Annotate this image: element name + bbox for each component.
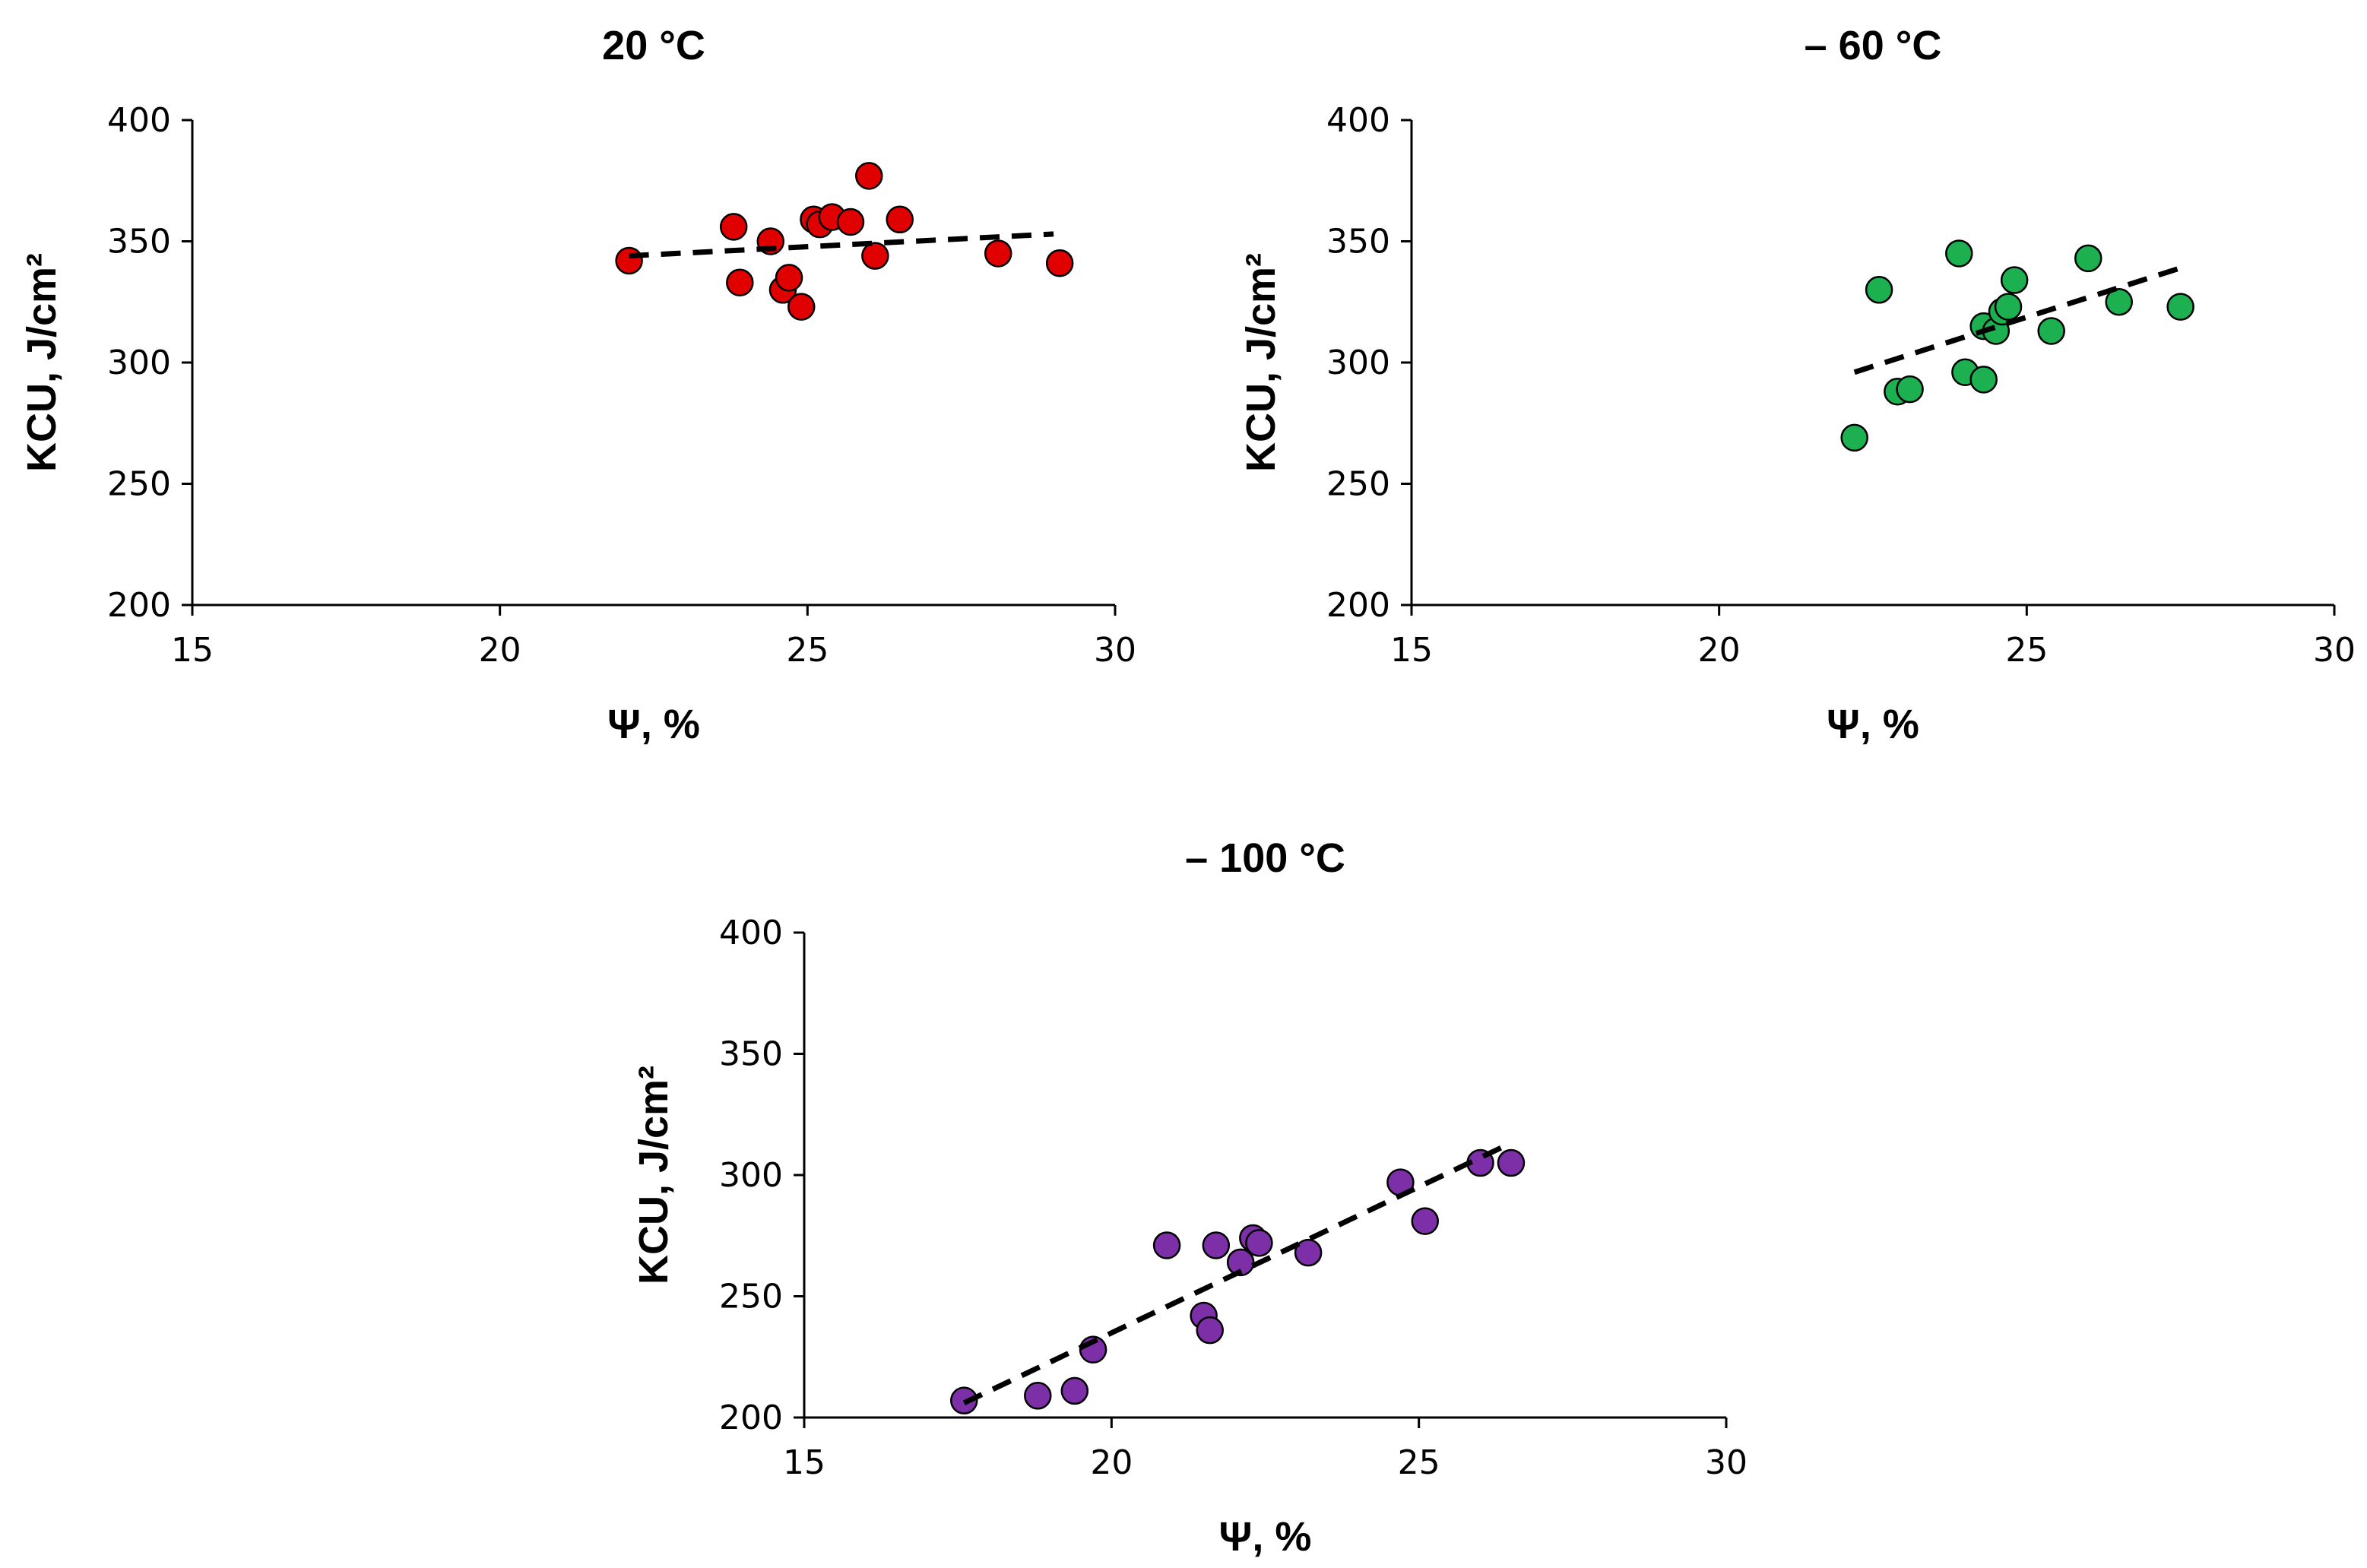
data-point [1896, 375, 1924, 404]
y-tick-label: 350 [1326, 223, 1390, 261]
y-axis-title: KCU, J/cm² [631, 1066, 677, 1284]
data-point [886, 205, 914, 234]
x-tick-label: 20 [479, 631, 521, 670]
chart-title: – 100 °C [1185, 835, 1345, 881]
data-point [1226, 1248, 1255, 1277]
panel-20c: 20 °C 200 250 300 350 400 15 20 25 30 Ψ, % KCU, J/c… [19, 23, 1136, 747]
y-tick-label: 400 [1326, 101, 1390, 140]
x-tick-label: 25 [786, 631, 829, 670]
y-tick-label: 400 [107, 101, 171, 140]
trendline [629, 231, 1054, 259]
data-point [1411, 1207, 1440, 1235]
data-point [1245, 1229, 1273, 1257]
y-tick-label: 200 [719, 1399, 783, 1437]
data-point [984, 239, 1012, 268]
y-tick-label: 250 [107, 465, 171, 504]
panel-minus60c: – 60 °C 200 250 300 350 400 15 20 25 30 Ψ, % KCU, J… [1238, 23, 2356, 747]
data-point [1024, 1382, 1052, 1410]
data-point [1840, 423, 1868, 452]
data-point [615, 246, 643, 275]
data-point [861, 242, 889, 270]
chart-title: 20 °C [602, 23, 705, 68]
data-point [787, 293, 816, 321]
data-point [719, 213, 748, 241]
data-point [1994, 293, 2023, 321]
data-point [1865, 276, 1893, 304]
y-tick-label: 200 [1326, 586, 1390, 625]
data-point [1202, 1231, 1231, 1259]
data-point [1497, 1148, 1526, 1177]
data-point [2000, 266, 2029, 294]
y-tick-label: 250 [719, 1278, 783, 1316]
x-axis-title: Ψ, % [1219, 1514, 1312, 1560]
data-point [1060, 1376, 1089, 1405]
panel-minus100c: – 100 °C 200 250 300 350 400 15 20 25 30 Ψ, % KCU, … [631, 835, 1748, 1560]
y-tick-label: 350 [719, 1035, 783, 1074]
x-tick-label: 30 [1094, 631, 1136, 670]
data-point [726, 268, 754, 296]
x-tick-label: 30 [2313, 631, 2356, 670]
x-axis-title: Ψ, % [1827, 702, 1919, 747]
x-tick-label: 15 [171, 631, 214, 670]
trendline [962, 1143, 1507, 1406]
data-point [2074, 244, 2102, 273]
x-tick-label: 25 [1398, 1443, 1440, 1482]
x-tick-label: 15 [783, 1443, 825, 1482]
data-point [2166, 293, 2194, 321]
y-tick-label: 400 [719, 914, 783, 952]
y-tick-label: 300 [107, 344, 171, 382]
data-point [1196, 1316, 1224, 1345]
y-tick-label: 300 [719, 1156, 783, 1195]
y-tick-label: 350 [107, 223, 171, 261]
x-tick-label: 30 [1705, 1443, 1748, 1482]
y-tick-label: 200 [107, 586, 171, 625]
data-point [1152, 1231, 1181, 1259]
x-tick-label: 20 [1090, 1443, 1133, 1482]
data-point [1294, 1238, 1323, 1267]
data-point [775, 264, 803, 292]
chart-title: – 60 °C [1805, 23, 1942, 68]
data-point [1045, 249, 1074, 277]
y-axis-title: KCU, J/cm² [19, 253, 65, 472]
x-axis-title: Ψ, % [607, 702, 700, 747]
data-point [836, 207, 865, 236]
data-point [1945, 239, 1973, 268]
y-tick-label: 250 [1326, 465, 1390, 504]
data-point [1969, 366, 1998, 394]
data-point [2105, 288, 2133, 316]
x-tick-label: 20 [1698, 631, 1741, 670]
data-point [855, 162, 883, 190]
x-tick-label: 25 [2005, 631, 2048, 670]
y-axis-title: KCU, J/cm² [1238, 253, 1284, 472]
trendline [1853, 265, 2182, 375]
x-tick-label: 15 [1390, 631, 1433, 670]
y-tick-label: 300 [1326, 344, 1390, 382]
data-point [2037, 317, 2065, 345]
